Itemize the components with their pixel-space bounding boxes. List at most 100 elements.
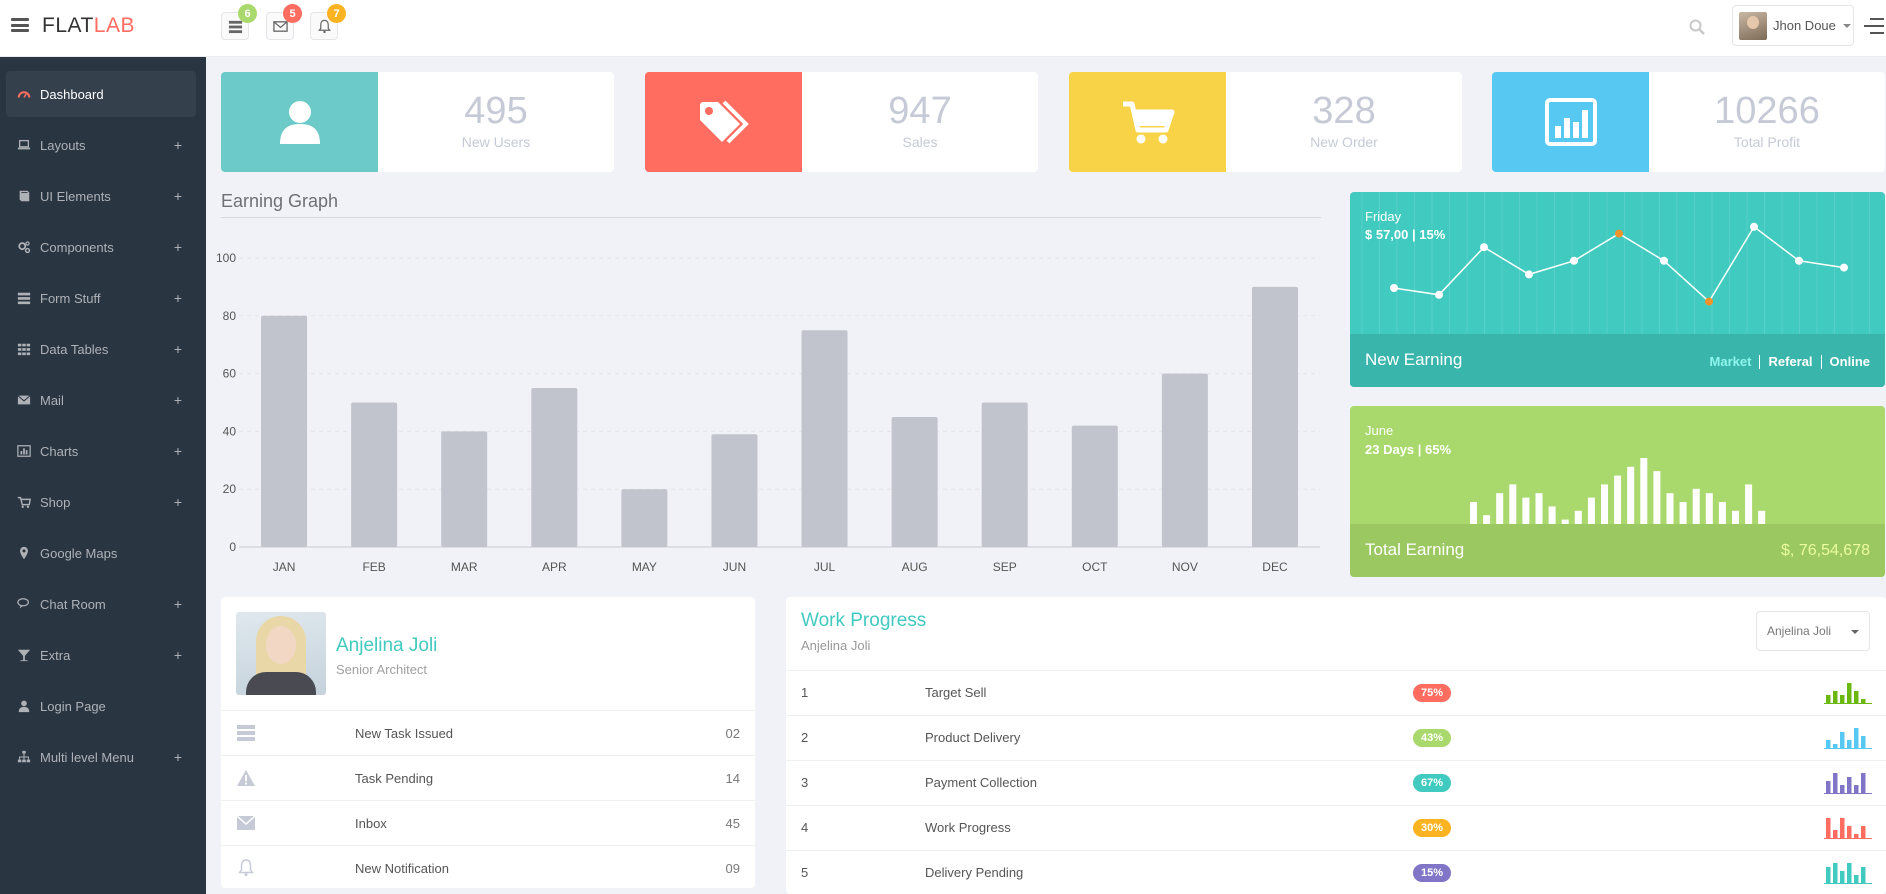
stat-value: 947 [888, 90, 952, 132]
spark-bar [1840, 871, 1845, 883]
sparkline-point[interactable] [1840, 263, 1848, 272]
sidebar-item-layouts[interactable]: Layouts + [6, 122, 196, 168]
logo-accent: LAB [93, 14, 135, 37]
x-tick-label: NOV [1172, 560, 1198, 574]
bar-jun[interactable] [711, 434, 758, 547]
search-icon[interactable] [1688, 18, 1706, 36]
task-name: Work Progress [925, 820, 1011, 835]
logo[interactable]: FLATLAB [42, 14, 135, 38]
user-menu-dropdown[interactable]: Jhon Doue [1732, 5, 1854, 46]
y-tick-label: 0 [229, 540, 236, 554]
profile-name[interactable]: Anjelina Joli [336, 635, 438, 656]
table-row[interactable]: 2 Product Delivery 43% [786, 715, 1886, 760]
table-row[interactable]: 4 Work Progress 30% [786, 805, 1886, 850]
sidebar-item-shop[interactable]: Shop + [6, 479, 196, 525]
bar-oct[interactable] [1071, 425, 1118, 547]
row-sparkline [1824, 728, 1872, 749]
sidebar-item-charts[interactable]: Charts + [6, 428, 196, 474]
bar-aug[interactable] [891, 416, 938, 547]
list-item-value: 02 [725, 725, 740, 741]
assignee-select[interactable]: Anjelina Joli [1756, 611, 1870, 651]
x-tick-label: JUN [723, 560, 746, 574]
x-tick-label: JUL [814, 560, 836, 574]
sidebar-item-google-maps[interactable]: Google Maps [6, 530, 196, 576]
sidebar-item-ui-elements[interactable]: UI Elements + [6, 173, 196, 219]
referal-link[interactable]: Referal [1768, 354, 1813, 369]
list-item[interactable]: New Notification 09 [221, 845, 755, 888]
sparkline-point[interactable] [1570, 256, 1578, 265]
map-marker-icon [16, 545, 32, 561]
sparkline-point[interactable] [1435, 290, 1443, 299]
sparkline-point[interactable] [1705, 297, 1713, 306]
new-earning-footer: New Earning Market Referal Online [1350, 334, 1885, 387]
sparkline-point[interactable] [1480, 243, 1488, 252]
profile-role: Senior Architect [336, 662, 428, 677]
sparkline-point[interactable] [1660, 256, 1668, 265]
sidebar-item-login-page[interactable]: Login Page [6, 683, 196, 729]
list-item[interactable]: Task Pending 14 [221, 755, 755, 800]
photo-coat [246, 672, 316, 695]
task-name: Payment Collection [925, 775, 1037, 790]
bell-icon [238, 859, 254, 876]
list-item-label: New Notification [355, 860, 449, 876]
online-link[interactable]: Online [1829, 354, 1870, 369]
bar-jan[interactable] [261, 315, 308, 547]
market-link[interactable]: Market [1709, 354, 1752, 369]
sidebar: Dashboard Layouts + UI Elements + Components +… [0, 57, 206, 894]
sparkline-point[interactable] [1525, 270, 1533, 279]
task-name: Delivery Pending [925, 865, 1024, 880]
total-earning-bars [1470, 458, 1766, 524]
tasks-notification-button[interactable]: 6 [221, 4, 257, 40]
stat-card-new-order[interactable]: 328 New Order [1069, 72, 1462, 172]
sidebar-item-multi-level-menu[interactable]: Multi level Menu + [6, 734, 196, 780]
table-row[interactable]: 5 Delivery Pending 15% [786, 850, 1886, 894]
earning-filter-links: Market Referal Online [1710, 354, 1870, 369]
sparkline-point[interactable] [1750, 222, 1758, 231]
bar-sep[interactable] [981, 402, 1028, 548]
spark-bar [1854, 691, 1859, 703]
bell-notification-button[interactable]: 7 [310, 4, 346, 40]
bar-apr[interactable] [531, 388, 578, 547]
sidebar-item-mail[interactable]: Mail + [6, 377, 196, 423]
table-row[interactable]: 3 Payment Collection 67% [786, 760, 1886, 805]
expand-icon: + [173, 188, 182, 204]
row-number: 3 [801, 775, 809, 790]
stat-icon-area [645, 72, 802, 172]
right-sidebar-toggle-button[interactable] [1864, 18, 1884, 34]
sparkline-point[interactable] [1615, 229, 1623, 238]
total-earning-footer: Total Earning $, 76,54,678 [1350, 524, 1885, 577]
spark-bar [1826, 695, 1831, 703]
tags-icon [699, 100, 749, 144]
stat-card-sales[interactable]: 947 Sales [645, 72, 1038, 172]
sidebar-item-label: Google Maps [40, 545, 118, 561]
bar-nov[interactable] [1161, 373, 1208, 547]
list-item[interactable]: Inbox 45 [221, 800, 755, 845]
sidebar-item-form-stuff[interactable]: Form Stuff + [6, 275, 196, 321]
sidebar-item-data-tables[interactable]: Data Tables + [6, 326, 196, 372]
earning-bar [1614, 475, 1622, 524]
sidebar-item-extra[interactable]: Extra + [6, 632, 196, 678]
table-row[interactable]: 1 Target Sell 75% [786, 670, 1886, 715]
spark-bar [1840, 785, 1845, 793]
list-item[interactable]: New Task Issued 02 [221, 710, 755, 755]
stat-card-total-profit[interactable]: 10266 Total Profit [1492, 72, 1885, 172]
sidebar-item-components[interactable]: Components + [6, 224, 196, 270]
mail-notification-button[interactable]: 5 [266, 4, 302, 40]
bar-feb[interactable] [351, 402, 398, 548]
bar-may[interactable] [621, 489, 668, 547]
bar-jul[interactable] [801, 330, 848, 547]
spark-bar [1847, 683, 1852, 703]
list-item-value: 14 [725, 770, 740, 786]
sidebar-item-dashboard[interactable]: Dashboard [6, 71, 196, 117]
bar-dec[interactable] [1251, 286, 1298, 547]
sparkline-point[interactable] [1795, 256, 1803, 265]
user-icon [279, 101, 320, 144]
sparkline-point[interactable] [1390, 284, 1398, 292]
divider [1820, 354, 1822, 369]
bar-mar[interactable] [441, 431, 488, 547]
sidebar-item-label: Mail [40, 392, 64, 408]
stat-card-new-users[interactable]: 495 New Users [221, 72, 614, 172]
sidebar-item-chat-room[interactable]: Chat Room + [6, 581, 196, 627]
work-progress-subtitle: Anjelina Joli [801, 638, 871, 653]
sidebar-toggle-button[interactable] [11, 18, 29, 32]
